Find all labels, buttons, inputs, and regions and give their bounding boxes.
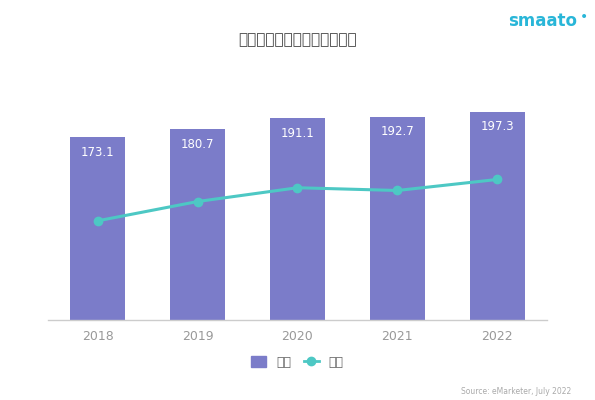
Bar xyxy=(370,117,425,320)
Bar xyxy=(170,129,225,320)
Text: •: • xyxy=(580,10,588,24)
Text: smaato: smaato xyxy=(508,12,577,30)
Text: 180.7: 180.7 xyxy=(181,138,214,151)
Legend: 百万, 占比: 百万, 占比 xyxy=(246,351,349,374)
Text: Source: eMarketer, July 2022: Source: eMarketer, July 2022 xyxy=(461,387,571,396)
Text: 同步使用互联网和电视的观众: 同步使用互联网和电视的观众 xyxy=(238,32,357,48)
Text: 197.3: 197.3 xyxy=(480,120,514,133)
Bar xyxy=(470,112,525,320)
Text: 191.1: 191.1 xyxy=(281,127,314,140)
Bar xyxy=(70,137,125,320)
Text: 192.7: 192.7 xyxy=(380,125,414,138)
Text: 173.1: 173.1 xyxy=(81,146,115,159)
Bar xyxy=(270,118,325,320)
